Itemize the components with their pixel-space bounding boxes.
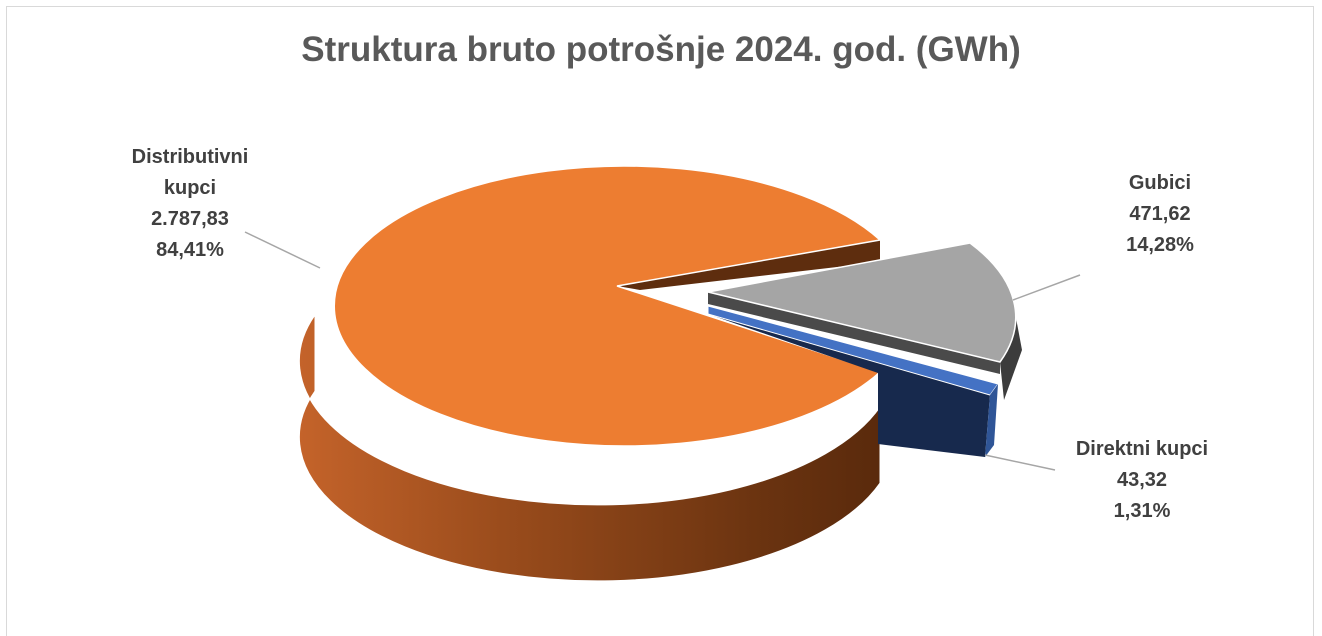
chart-title: Struktura bruto potrošnje 2024. god. (GW… (301, 30, 1021, 69)
slice-distributivni-kupci[interactable] (298, 165, 882, 582)
data-label-percent: 1,31% (1113, 500, 1171, 522)
leader-line-distributivni-kupci (244, 231, 321, 269)
data-label-direktni-kupci: Direktni kupci 43,32 1,31% (1052, 434, 1232, 527)
data-label-name-line: kupci (163, 177, 217, 199)
data-label-percent: 84,41% (156, 239, 224, 261)
slice-top-gubici (707, 242, 1017, 363)
data-label-value: 471,62 (1129, 203, 1191, 225)
slice-side-distributivni-kupci (298, 313, 881, 582)
data-label-value: 43,32 (1116, 469, 1168, 491)
slice-gubici[interactable] (707, 242, 1022, 400)
leader-line-direktni-kupci (984, 454, 1056, 471)
slice-cut-gubici (708, 292, 1000, 374)
slice-direktni-kupci[interactable] (707, 305, 999, 457)
leader-line-gubici (1012, 274, 1081, 301)
data-label-percent: 14,28% (1126, 234, 1194, 256)
data-label-distributivni-kupci: Distributivni kupci 2.787,83 84,41% (105, 142, 275, 266)
slice-top-distributivni-kupci (333, 165, 882, 447)
data-label-name-line: Direktni kupci (1075, 438, 1209, 460)
data-label-name-line: Gubici (1128, 172, 1192, 194)
data-label-name-line: Distributivni (131, 146, 249, 168)
slice-side-gubici (1000, 318, 1022, 400)
data-label-value: 2.787,83 (151, 208, 229, 230)
data-label-gubici: Gubici 471,62 14,28% (1085, 168, 1235, 261)
slice-cut-distributivni-kupci (617, 240, 880, 290)
slice-side-direktni-kupci (708, 314, 990, 457)
slice-edge-direktni-kupci (985, 384, 998, 457)
